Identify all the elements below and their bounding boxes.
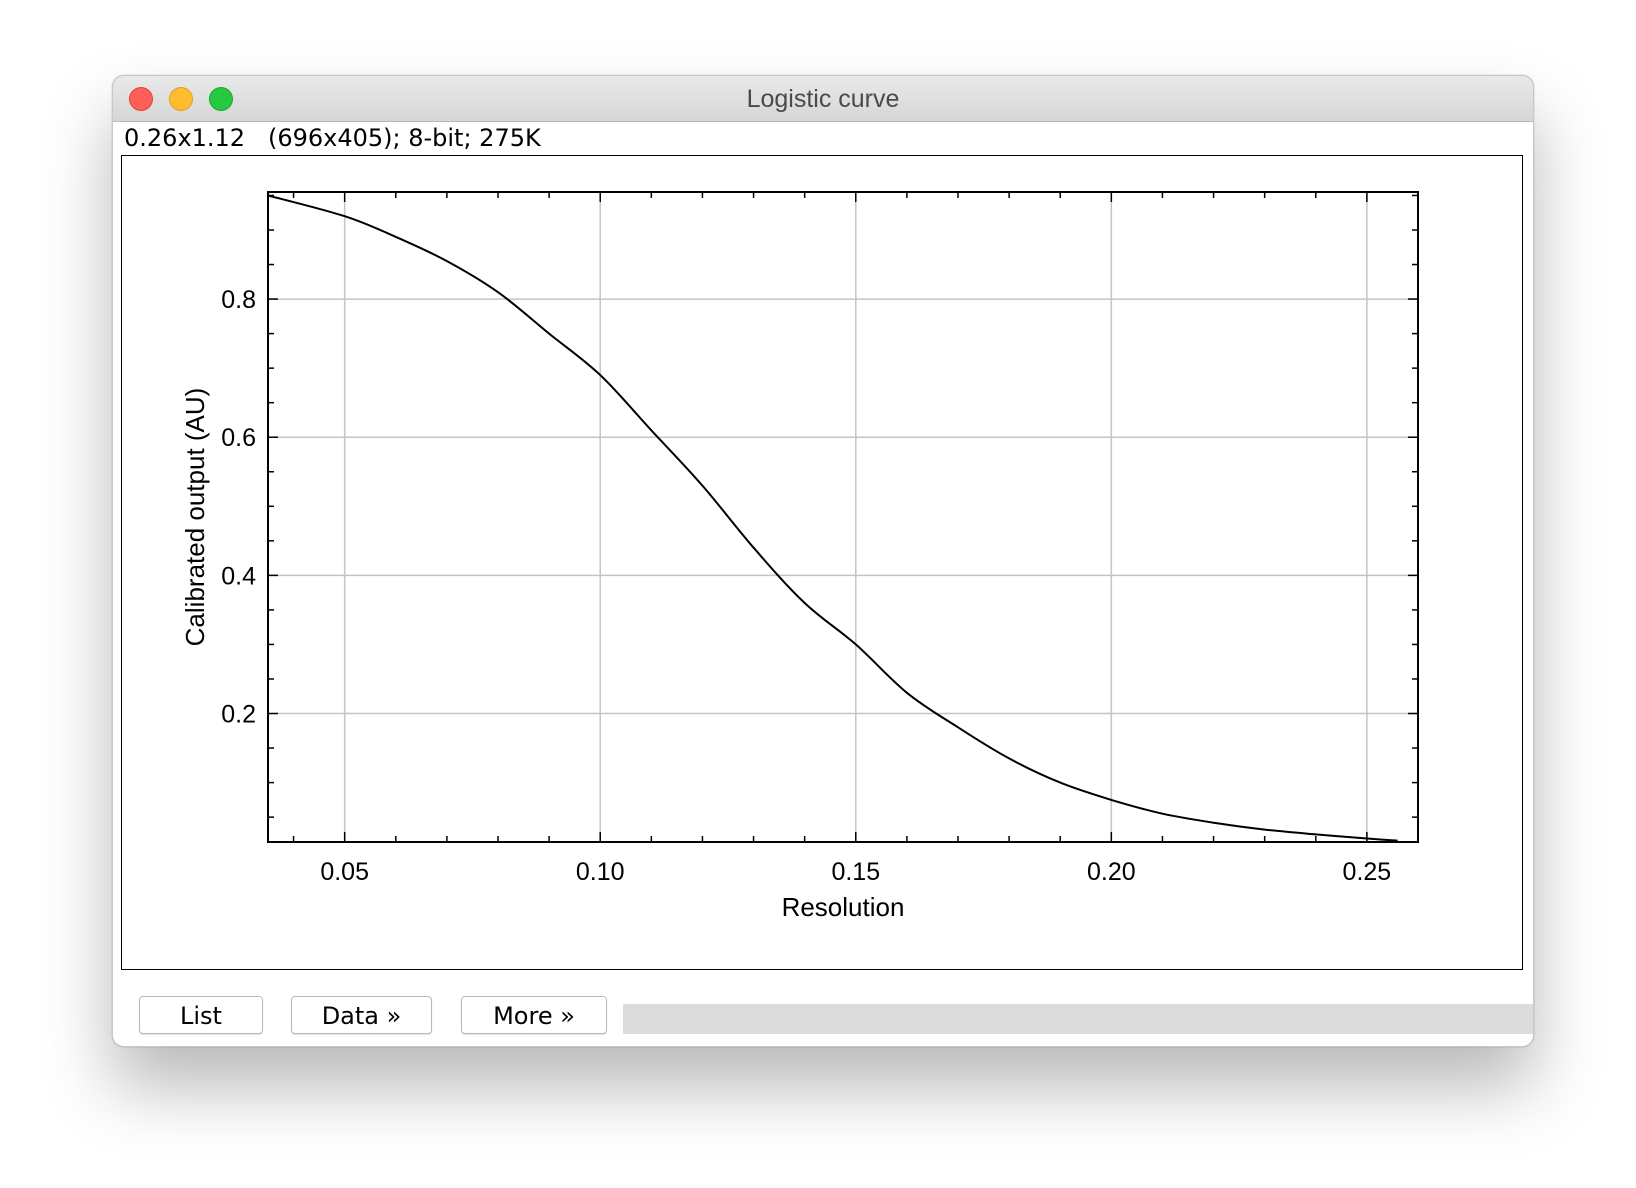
x-tick-label: 0.15	[831, 858, 880, 886]
window-title: Logistic curve	[746, 85, 900, 113]
logistic-chart: 0.05 0.10 0.15 0.20 0.25 0.2 0.4 0.6 0.8 Resoluti…	[180, 191, 1419, 922]
window-content: 0.26x1.12 (696x405); 8-bit; 275K 0.05 0.1…	[113, 122, 1533, 1046]
title-bar[interactable]: Logistic curve	[113, 76, 1533, 122]
x-tick-label: 0.20	[1087, 858, 1136, 886]
x-tick-label: 0.05	[320, 858, 369, 886]
logistic-curve-line	[267, 194, 1398, 842]
zoom-icon[interactable]	[209, 87, 233, 111]
x-tick-label: 0.10	[576, 858, 625, 886]
y-tick-label: 0.6	[221, 424, 256, 452]
close-icon[interactable]	[129, 87, 153, 111]
status-bar	[623, 1004, 1533, 1034]
plot-area-border	[267, 191, 1419, 843]
image-info: 0.26x1.12 (696x405); 8-bit; 275K	[124, 124, 541, 152]
y-tick-label: 0.2	[221, 701, 256, 729]
x-axis-label: Resolution	[782, 892, 905, 922]
y-tick-label: 0.4	[221, 562, 256, 590]
minimize-icon[interactable]	[169, 87, 193, 111]
button-bar: List Data » More »	[113, 982, 1533, 1046]
x-tick-label: 0.25	[1343, 858, 1392, 886]
y-tick-label: 0.8	[221, 286, 256, 314]
plot-window: Logistic curve 0.26x1.12 (696x405); 8-bi…	[112, 75, 1534, 1047]
list-button[interactable]: List	[139, 996, 263, 1034]
data-button[interactable]: Data »	[291, 996, 432, 1034]
more-button[interactable]: More »	[461, 996, 607, 1034]
plot-canvas[interactable]: 0.05 0.10 0.15 0.20 0.25 0.2 0.4 0.6 0.8 Resoluti…	[121, 155, 1523, 970]
y-axis-label: Calibrated output (AU)	[180, 388, 210, 647]
